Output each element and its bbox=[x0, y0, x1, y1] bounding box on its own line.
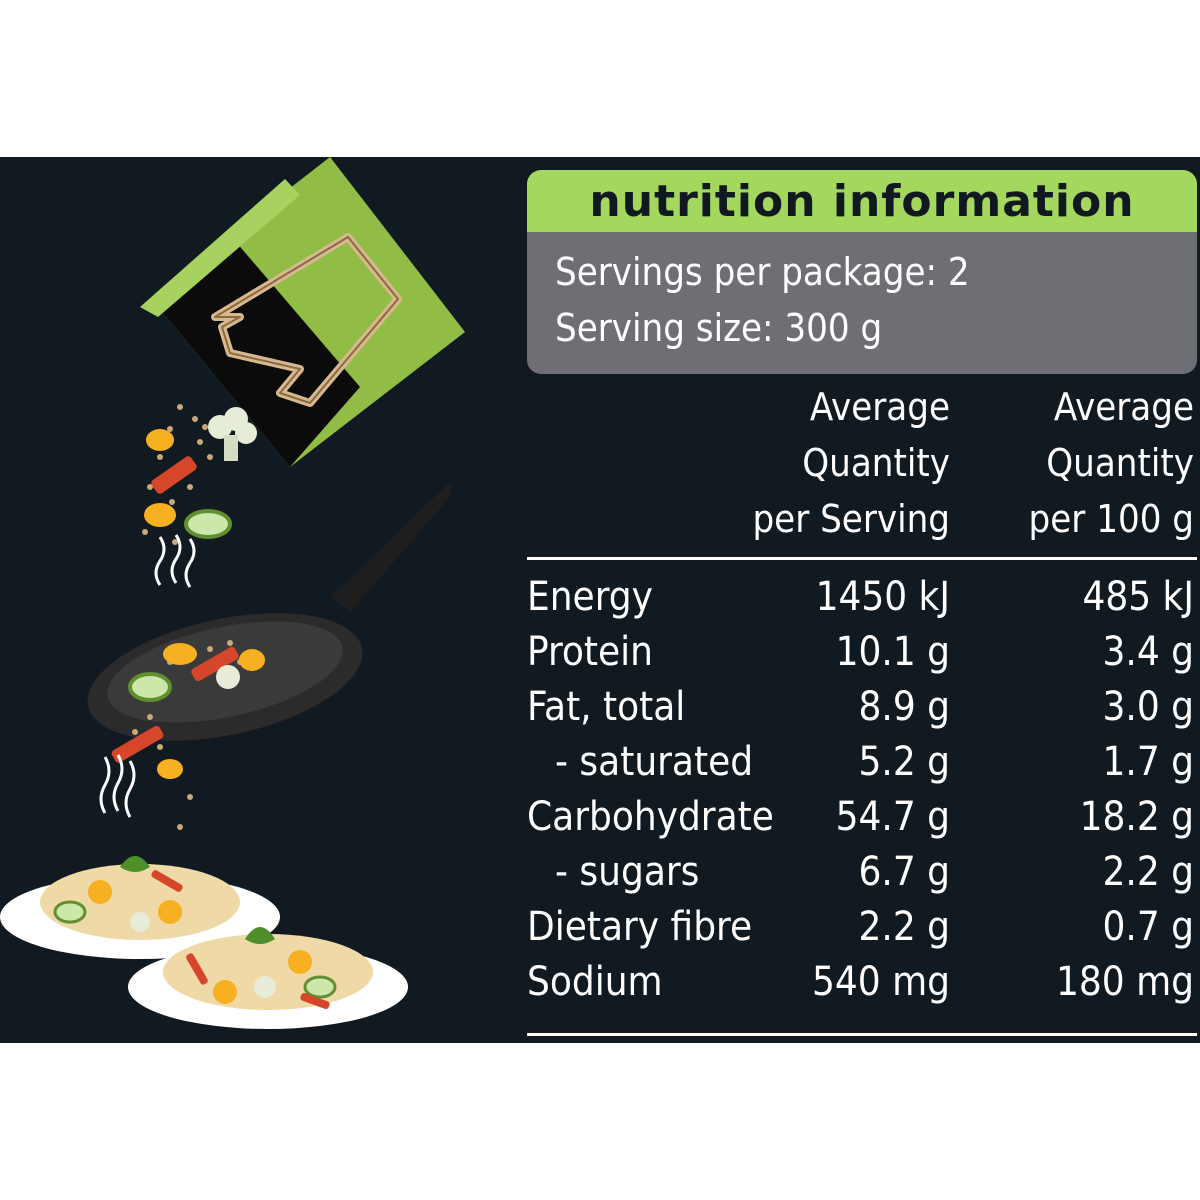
row-value-per-serving: 5.2 g bbox=[858, 739, 950, 785]
row-label: - sugars bbox=[555, 849, 700, 895]
header-per-100g-line1: Average bbox=[1053, 385, 1194, 429]
row-label: Protein bbox=[527, 629, 653, 675]
header-per-serving-line1: Average bbox=[809, 385, 950, 429]
footer-divider bbox=[527, 1033, 1197, 1036]
row-value-per-100g: 1.7 g bbox=[1102, 739, 1194, 785]
row-value-per-serving: 6.7 g bbox=[858, 849, 950, 895]
row-value-per-100g: 2.2 g bbox=[1102, 849, 1194, 895]
header-per-100g-line2: Quantity bbox=[1046, 441, 1194, 485]
panel-title: nutrition information bbox=[589, 176, 1135, 227]
row-label: Fat, total bbox=[527, 684, 686, 730]
row-value-per-100g: 0.7 g bbox=[1102, 904, 1194, 950]
row-value-per-100g: 180 mg bbox=[1055, 959, 1194, 1005]
serving-size: Serving size: 300 g bbox=[555, 306, 883, 350]
header-per-serving-line2: Quantity bbox=[802, 441, 950, 485]
row-label: - saturated bbox=[555, 739, 754, 785]
row-label: Dietary fibre bbox=[527, 904, 753, 950]
servings-box: Servings per package: 2 Serving size: 30… bbox=[527, 232, 1197, 374]
row-value-per-100g: 3.4 g bbox=[1102, 629, 1194, 675]
row-value-per-serving: 8.9 g bbox=[858, 684, 950, 730]
row-value-per-100g: 18.2 g bbox=[1079, 794, 1194, 840]
food-package-icon bbox=[140, 157, 465, 467]
row-label: Energy bbox=[527, 574, 653, 620]
rice-plate-icon bbox=[0, 856, 408, 1029]
row-label: Sodium bbox=[527, 959, 663, 1005]
frying-pan-icon bbox=[87, 484, 452, 830]
row-value-per-serving: 54.7 g bbox=[835, 794, 950, 840]
nutrition-panel: nutrition information Servings per packa… bbox=[0, 157, 1200, 1043]
header-per-serving: Average Quantity per Serving bbox=[720, 379, 950, 547]
row-value-per-100g: 485 kJ bbox=[1082, 574, 1194, 620]
cooking-illustration bbox=[0, 157, 465, 1029]
title-bar: nutrition information bbox=[527, 170, 1197, 232]
header-per-100g: Average Quantity per 100 g bbox=[964, 379, 1194, 547]
row-label: Carbohydrate bbox=[527, 794, 774, 840]
header-per-serving-line3: per Serving bbox=[752, 497, 950, 541]
row-value-per-serving: 540 mg bbox=[811, 959, 950, 1005]
servings-per-package: Servings per package: 2 bbox=[555, 250, 970, 294]
header-per-100g-line3: per 100 g bbox=[1028, 497, 1194, 541]
header-divider bbox=[527, 557, 1197, 560]
row-value-per-serving: 1450 kJ bbox=[815, 574, 950, 620]
row-value-per-serving: 10.1 g bbox=[835, 629, 950, 675]
row-value-per-serving: 2.2 g bbox=[858, 904, 950, 950]
row-value-per-100g: 3.0 g bbox=[1102, 684, 1194, 730]
vegetables-icon bbox=[142, 404, 257, 588]
